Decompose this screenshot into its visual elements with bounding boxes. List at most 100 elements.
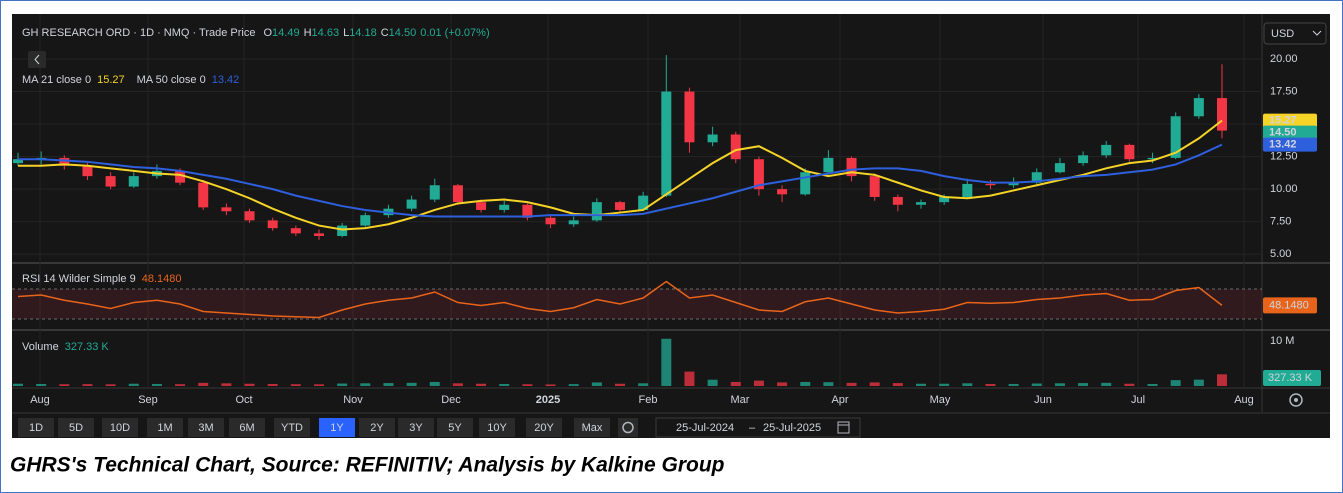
candle-body — [823, 157, 834, 173]
settings-icon[interactable] — [1289, 393, 1303, 407]
volume-bar — [1193, 379, 1204, 386]
candle-body — [800, 172, 811, 195]
dropdown-chevron — [1312, 30, 1322, 36]
volume-bar — [314, 384, 324, 386]
collapse-icon — [34, 54, 40, 65]
range-button[interactable] — [58, 418, 94, 437]
rsi-tag — [1263, 297, 1317, 314]
legend-row: GH RESEARCH ORD · 1D · NMQ · Trade Price… — [22, 27, 490, 39]
time-label: Nov — [343, 394, 363, 406]
candle-body — [476, 202, 487, 210]
range-label: 1D — [29, 422, 43, 434]
price-tag-label: 13.42 — [1269, 139, 1297, 151]
volume-tick-label: 10 M — [1270, 335, 1294, 347]
range-label: YTD — [281, 422, 303, 434]
ohlc-label: C — [381, 27, 389, 39]
candle-body — [962, 183, 973, 197]
volume-bar — [777, 382, 788, 386]
volume-bar — [615, 383, 625, 386]
y-tick-label: 10.00 — [1270, 183, 1298, 195]
candle-body — [591, 202, 602, 221]
range-button[interactable] — [102, 418, 138, 437]
rsi-value: 48.1480 — [142, 273, 182, 285]
volume-bar — [939, 383, 950, 386]
candle-body — [59, 157, 70, 166]
volume-bar — [730, 381, 741, 386]
ma-legend: MA 21 close 0 15.27 MA 50 close 0 13.42 — [22, 74, 239, 86]
volume-bar — [244, 383, 255, 386]
rsi-tag-label: 48.1480 — [1269, 299, 1309, 311]
volume-bar — [661, 338, 672, 386]
volume-bar — [36, 383, 47, 386]
candle-body — [753, 159, 764, 190]
toolbar-settings[interactable] — [618, 418, 638, 437]
range-label: 3M — [198, 422, 213, 434]
range-button[interactable] — [479, 418, 515, 437]
currency-dropdown[interactable] — [1263, 22, 1327, 45]
caption: GHRS's Technical Chart, Source: REFINITI… — [10, 454, 725, 477]
date-sep: – — [749, 422, 756, 434]
time-label: Feb — [639, 394, 658, 406]
volume-bar — [476, 383, 487, 386]
volume-value: 327.33 K — [65, 341, 110, 353]
range-button[interactable] — [274, 418, 310, 437]
range-button[interactable] — [319, 418, 355, 437]
volume-bar — [429, 381, 440, 386]
symbol-title: GH RESEARCH ORD · 1D · NMQ · Trade Price — [22, 27, 255, 39]
volume-bar — [846, 382, 857, 386]
y-tick-label: 7.50 — [1270, 216, 1291, 228]
candle-body — [105, 176, 116, 187]
candle-body — [499, 204, 510, 210]
candle-body — [1078, 155, 1089, 164]
volume-bar — [522, 384, 533, 386]
candle-body — [429, 185, 440, 200]
ohlc-value: 14.49 — [272, 27, 300, 39]
volume-bar — [638, 383, 649, 386]
range-button[interactable] — [526, 418, 562, 437]
time-label: Apr — [831, 394, 848, 406]
range-button[interactable] — [18, 418, 54, 437]
candle-body — [1031, 172, 1042, 183]
candle-body — [128, 176, 139, 187]
volume-bar — [707, 379, 718, 386]
range-button[interactable] — [398, 418, 434, 437]
volume-tag — [1263, 370, 1321, 386]
candle-body — [1008, 182, 1019, 186]
candle-body — [661, 91, 672, 196]
time-label: Sep — [138, 394, 158, 406]
candle-body — [615, 202, 625, 210]
volume-bar — [1170, 380, 1181, 386]
volume-bar — [13, 383, 23, 386]
range-label: 5Y — [448, 422, 462, 434]
candle-body — [1193, 98, 1204, 117]
price-tag — [1263, 113, 1317, 128]
settings-icon-dot — [1294, 398, 1298, 402]
candle-body — [13, 159, 23, 164]
candle-body — [545, 217, 556, 225]
volume-tag-label: 327.33 K — [1268, 372, 1313, 384]
candle-body — [1124, 144, 1135, 160]
rsi-legend: RSI 14 Wilder Simple 9 48.1480 — [22, 273, 181, 285]
range-button[interactable] — [188, 418, 224, 437]
candle-body — [267, 220, 278, 229]
volume-bar — [128, 383, 139, 386]
range-label: 1Y — [330, 422, 344, 434]
volume-bar — [684, 371, 695, 386]
range-label: 10D — [110, 422, 130, 434]
range-button[interactable] — [229, 418, 265, 437]
collapse-button[interactable] — [28, 51, 46, 68]
range-button[interactable] — [359, 418, 395, 437]
date-range[interactable] — [655, 417, 861, 438]
range-button[interactable] — [147, 418, 183, 437]
calendar-icon — [837, 421, 850, 434]
range-label: 1M — [157, 422, 172, 434]
volume-bar — [452, 383, 463, 386]
range-button[interactable] — [574, 418, 610, 437]
candle-body — [869, 176, 880, 197]
ohlc-label: H — [304, 27, 312, 39]
volume-bar — [568, 384, 579, 386]
volume-bar — [1101, 382, 1112, 386]
volume-legend: Volume 327.33 K — [22, 341, 109, 353]
price-tag-label: 15.27 — [1269, 114, 1297, 126]
range-button[interactable] — [437, 418, 473, 437]
